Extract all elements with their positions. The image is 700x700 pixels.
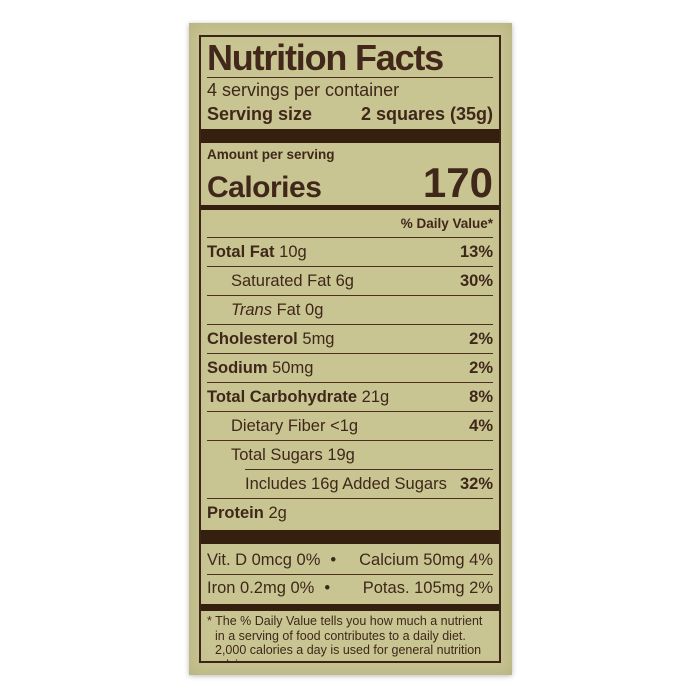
micronutrient-right: Calcium 50mg 4% — [359, 551, 493, 569]
nutrient-row-total-carbohydrate: Total Carbohydrate 21g 8% — [207, 383, 493, 411]
thick-separator-bar — [201, 129, 499, 143]
divider-inset — [245, 469, 493, 470]
daily-value-header: % Daily Value* — [400, 216, 493, 231]
nutrient-daily-value: 4% — [469, 417, 493, 435]
nutrient-daily-value: 2% — [469, 330, 493, 348]
micronutrient-left: Iron 0.2mg 0% — [207, 579, 315, 597]
nutrient-daily-value: 32% — [459, 475, 493, 493]
divider — [207, 574, 493, 575]
micronutrient-row-iron-potassium: Iron 0.2mg 0% • Potas. 105mg 2% — [207, 575, 493, 602]
nutrient-name: Trans Fat 0g — [231, 301, 324, 319]
nutrient-name: Sodium 50mg — [207, 359, 314, 377]
nutrient-daily-value: 8% — [469, 388, 493, 406]
nutrient-name: Total Sugars 19g — [231, 446, 355, 464]
micronutrient-right: Potas. 105mg 2% — [362, 579, 493, 597]
nutrient-row-saturated-fat: Saturated Fat 6g 30% — [207, 267, 493, 295]
nutrient-name: Cholesterol 5mg — [207, 330, 335, 348]
divider — [207, 266, 493, 267]
nutrient-row-protein: Protein 2g — [207, 499, 493, 527]
calories-row: Calories 170 — [207, 159, 493, 206]
nutrient-row-added-sugars: Includes 16g Added Sugars 32% — [207, 470, 493, 498]
divider — [207, 440, 493, 441]
nutrient-name: Dietary Fiber <1g — [231, 417, 359, 435]
serving-size-label: Serving size — [207, 104, 313, 124]
bullet-separator: • — [324, 579, 331, 597]
nutrient-name: Total Carbohydrate 21g — [207, 388, 390, 406]
nutrient-daily-value: 2% — [469, 359, 493, 377]
divider — [207, 411, 493, 412]
nutrient-name: Protein 2g — [207, 504, 287, 522]
thick-separator-bar — [201, 530, 499, 544]
medium-separator-bar — [201, 205, 499, 210]
nutrition-facts-label: Nutrition Facts 4 servings per container… — [189, 23, 512, 675]
nutrient-name: Total Fat 10g — [207, 243, 307, 261]
nutrient-name: Saturated Fat 6g — [231, 272, 354, 290]
micronutrient-left: Vit. D 0mcg 0% — [207, 551, 321, 569]
divider — [207, 498, 493, 499]
calories-value: 170 — [422, 159, 493, 206]
nutrient-daily-value: 30% — [459, 272, 493, 290]
nutrient-row-dietary-fiber: Dietary Fiber <1g 4% — [207, 412, 493, 440]
amount-per-serving: Amount per serving — [207, 147, 335, 162]
micronutrient-row-vitd-calcium: Vit. D 0mcg 0% • Calcium 50mg 4% — [207, 547, 493, 574]
divider — [207, 353, 493, 354]
divider — [207, 237, 493, 238]
nutrient-row-trans-fat: Trans Fat 0g — [207, 296, 493, 324]
calories-label: Calories — [207, 171, 322, 204]
nutrient-row-sodium: Sodium 50mg 2% — [207, 354, 493, 382]
nutrient-daily-value: 13% — [459, 243, 493, 261]
nutrient-row-total-fat: Total Fat 10g 13% — [207, 238, 493, 266]
nutrient-name: Includes 16g Added Sugars — [245, 475, 447, 493]
label-title: Nutrition Facts — [207, 37, 444, 78]
serving-size-row: Serving size 2 squares (35g) — [207, 102, 493, 126]
nutrient-row-total-sugars: Total Sugars 19g — [207, 441, 493, 469]
daily-value-footnote: * The % Daily Value tells you how much a… — [207, 614, 483, 661]
divider — [207, 77, 493, 78]
label-border-box: Nutrition Facts 4 servings per container… — [199, 35, 501, 663]
medium-separator-bar — [201, 604, 499, 611]
divider — [207, 382, 493, 383]
serving-size-value: 2 squares (35g) — [360, 104, 493, 124]
nutrient-row-cholesterol: Cholesterol 5mg 2% — [207, 325, 493, 353]
divider — [207, 295, 493, 296]
servings-per-container: 4 servings per container — [207, 80, 400, 100]
bullet-separator: • — [330, 551, 337, 569]
divider — [207, 324, 493, 325]
